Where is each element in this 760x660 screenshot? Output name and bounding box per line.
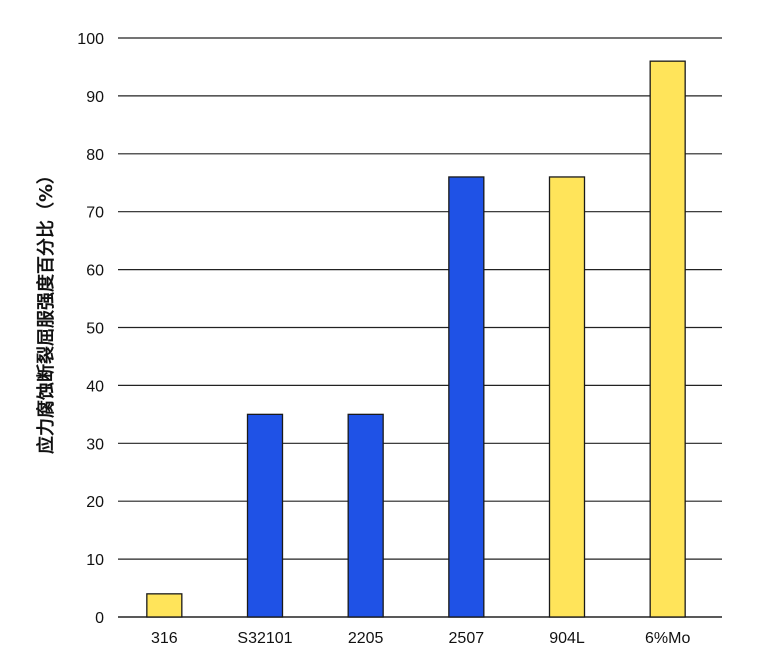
- x-category-label: 316: [151, 630, 178, 647]
- grid-lines: [118, 37, 722, 618]
- x-category-labels: 316 S32101 2205 2507 904L 6%Mo: [151, 630, 690, 647]
- y-tick-label: 0: [95, 610, 104, 627]
- bar-316: [146, 593, 183, 618]
- bar-2205: [347, 413, 384, 618]
- x-category-label: 6%Mo: [645, 630, 690, 647]
- bar-6-mo: [649, 60, 686, 618]
- bar-2507: [448, 176, 485, 618]
- x-category-label: 2507: [449, 630, 485, 647]
- y-tick-label: 30: [86, 436, 104, 453]
- y-tick-label: 90: [86, 89, 104, 106]
- bar-904l: [548, 176, 586, 618]
- y-tick-label: 50: [86, 321, 104, 338]
- y-tick-labels: 0 10 20 30 40 50 60 70 80 90 100: [77, 31, 104, 627]
- y-axis-title: 应力腐蚀断裂屈服强度百分比（%）: [35, 166, 57, 454]
- bars: [146, 60, 686, 618]
- x-category-label: 2205: [348, 630, 384, 647]
- bar-s32101: [246, 413, 284, 618]
- y-tick-label: 100: [77, 31, 104, 48]
- y-tick-label: 80: [86, 147, 104, 164]
- y-tick-label: 20: [86, 494, 104, 511]
- x-category-label: 904L: [549, 630, 585, 647]
- y-tick-label: 10: [86, 552, 104, 569]
- y-tick-label: 70: [86, 205, 104, 222]
- y-tick-label: 60: [86, 263, 104, 280]
- y-tick-label: 40: [86, 378, 104, 395]
- x-category-label: S32101: [237, 630, 292, 647]
